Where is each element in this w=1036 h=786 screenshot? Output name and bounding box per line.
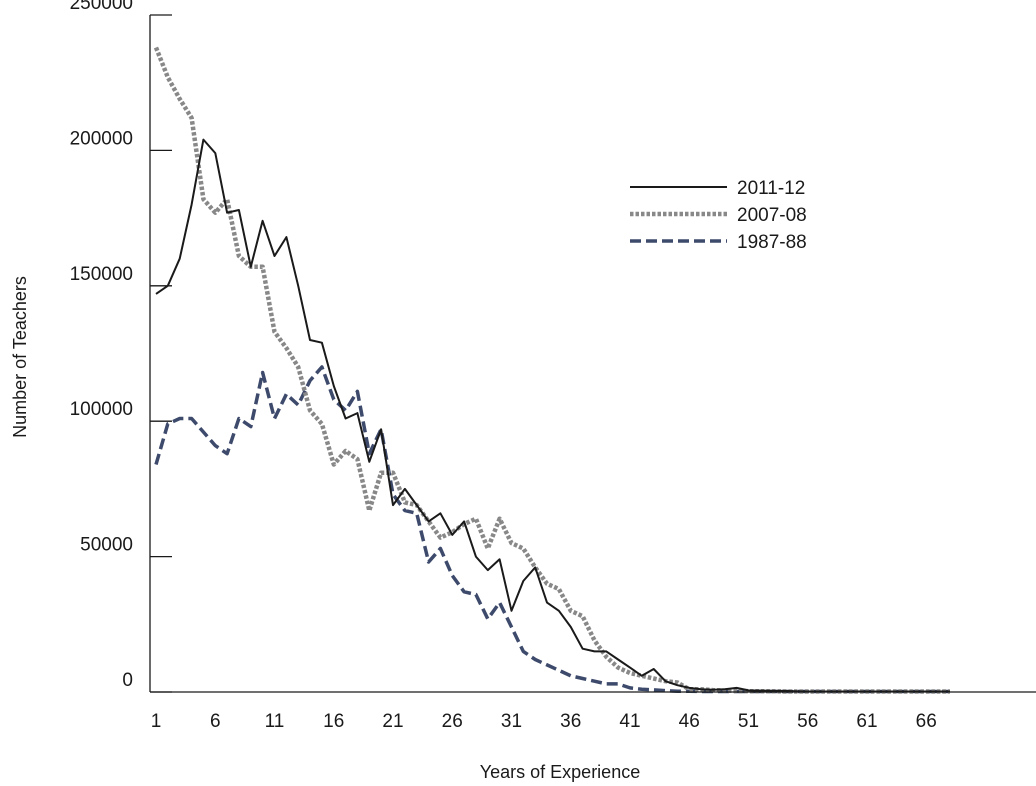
x-tick-label: 36 <box>560 711 581 732</box>
plot-area <box>153 46 950 694</box>
y-tick-label: 0 <box>122 670 133 691</box>
legend-label: 2011-12 <box>737 178 805 199</box>
y-tick-label: 100000 <box>70 399 133 420</box>
x-tick-label: 6 <box>210 711 221 732</box>
x-tick-label: 31 <box>501 711 522 732</box>
x-tick-label: 66 <box>916 711 937 732</box>
x-tick-label: 56 <box>797 711 818 732</box>
y-tick-label: 50000 <box>80 535 133 556</box>
x-tick-label: 51 <box>738 711 759 732</box>
x-tick-label: 41 <box>619 711 640 732</box>
x-tick-label: 46 <box>679 711 700 732</box>
legend-label: 1987-88 <box>737 232 807 253</box>
x-tick-label: 26 <box>442 711 463 732</box>
y-tick-label: 250000 <box>70 0 133 14</box>
legend-label: 2007-08 <box>737 205 807 226</box>
x-tick-label: 61 <box>856 711 877 732</box>
x-tick-label: 16 <box>323 711 344 732</box>
legend: 2011-12 2007-08 1987-88 <box>630 178 807 253</box>
x-tick-label: 11 <box>265 711 285 732</box>
series-line-1987-88 <box>154 365 950 694</box>
x-tick-label: 21 <box>382 711 403 732</box>
series-line-2007-08 <box>153 46 950 694</box>
y-tick-label: 200000 <box>70 128 133 149</box>
y-axis-title: Number of Teachers <box>10 276 30 438</box>
x-axis-title: Years of Experience <box>480 762 640 782</box>
x-tick-label: 1 <box>151 711 162 732</box>
y-tick-label: 150000 <box>70 264 133 285</box>
